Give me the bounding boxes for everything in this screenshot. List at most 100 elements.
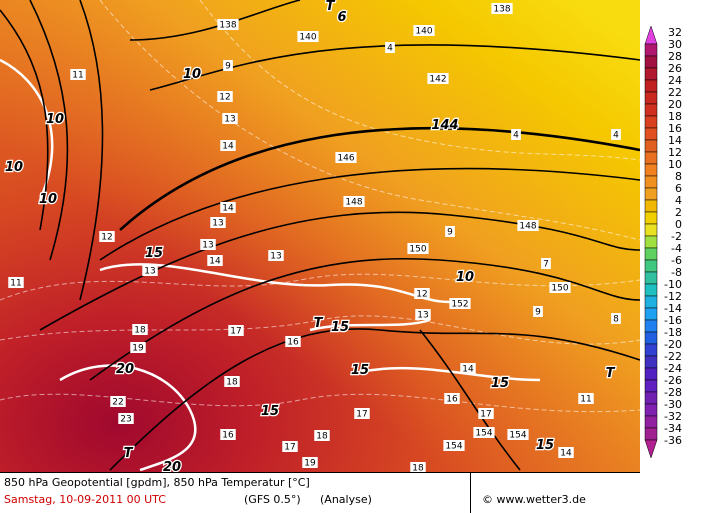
colorbar-swatch <box>644 235 658 249</box>
contour-label-bold: T <box>326 0 336 14</box>
contour-label: 16 <box>222 431 234 441</box>
contour-label: 13 <box>270 252 281 262</box>
contour-label: 140 <box>415 27 432 37</box>
label-box <box>533 306 543 317</box>
contour-label: 12 <box>219 93 230 103</box>
contour-label-bold: 144 <box>431 118 458 133</box>
colorbar-label: 16 <box>668 122 682 135</box>
contour-label-bold: 10 <box>39 192 57 207</box>
contour-label: 150 <box>409 245 426 255</box>
label-box <box>517 220 539 231</box>
contour-label-bold: 10 <box>5 160 23 175</box>
colorbar-label: -22 <box>664 350 682 363</box>
contour-label: 14 <box>560 449 572 459</box>
colorbar-swatch <box>644 127 658 141</box>
contour-label-bold: 20 <box>163 460 181 475</box>
label-box <box>228 325 244 336</box>
label-box <box>460 363 476 374</box>
label-box <box>220 140 236 151</box>
colorbar-label: -2 <box>671 230 682 243</box>
contour-label-bold: 15 <box>261 404 279 419</box>
colorbar-swatch <box>644 355 658 369</box>
label-box <box>70 69 86 80</box>
label-box <box>507 429 529 440</box>
colorbar-label: 2 <box>675 206 682 219</box>
colorbar-swatch <box>644 79 658 93</box>
colorbar-swatch <box>644 43 658 57</box>
contour-label: 154 <box>445 442 462 452</box>
label-box <box>407 243 429 254</box>
colorbar-label: -24 <box>664 362 682 375</box>
label-box <box>511 129 521 140</box>
label-box <box>491 3 513 14</box>
colorbar-label: -14 <box>664 302 682 315</box>
contour-label: 9 <box>447 228 453 238</box>
label-box <box>220 429 236 440</box>
label-box <box>427 73 449 84</box>
colorbar-swatch <box>644 187 658 201</box>
label-box <box>99 231 115 242</box>
contour-label-bold: 15 <box>491 376 509 391</box>
colorbar-label: 18 <box>668 110 682 123</box>
contour-label: 17 <box>356 410 367 420</box>
colorbar-label: -26 <box>664 374 682 387</box>
contour-label: 17 <box>284 443 295 453</box>
label-box <box>385 42 395 53</box>
contour-label: 12 <box>101 233 112 243</box>
isotherms <box>0 0 640 412</box>
contour-label: 13 <box>417 311 428 321</box>
label-box <box>578 393 594 404</box>
contour-label: 148 <box>345 198 362 208</box>
contour-label: 13 <box>224 115 235 125</box>
contour-label: 148 <box>519 222 536 232</box>
colorbar-swatch <box>644 151 658 165</box>
footer-date: Samstag, 10-09-2011 00 UTC <box>4 493 166 506</box>
colorbar-swatch <box>644 91 658 105</box>
colorbar-label: 26 <box>668 62 682 75</box>
contour-label: 9 <box>535 308 541 318</box>
label-box <box>220 202 236 213</box>
contour-label: 8 <box>613 315 619 325</box>
contour-label: 12 <box>416 290 427 300</box>
label-box <box>110 396 126 407</box>
contour-label: 142 <box>429 75 446 85</box>
contour-label: 13 <box>144 267 155 277</box>
contour-label: 13 <box>212 219 223 229</box>
label-box <box>130 342 146 353</box>
colorbar-label: 4 <box>675 194 682 207</box>
contour-label-bold: 10 <box>183 67 201 82</box>
label-box <box>132 324 148 335</box>
contour-label-bold: 15 <box>351 363 369 378</box>
label-box <box>302 457 318 468</box>
label-box <box>224 376 240 387</box>
label-box <box>541 258 551 269</box>
contour-label: 14 <box>222 142 234 152</box>
footer-title: 850 hPa Geopotential [gpdm], 850 hPa Tem… <box>4 476 310 489</box>
colorbar-swatch <box>644 223 658 237</box>
label-box <box>200 239 216 250</box>
contour-label: 11 <box>72 71 83 81</box>
colorbar-label: 6 <box>675 182 682 195</box>
colorbar-swatch <box>644 271 658 285</box>
label-box <box>217 91 233 102</box>
colorbar-label: -28 <box>664 386 682 399</box>
colorbar-swatch <box>644 199 658 213</box>
colorbar-label: -32 <box>664 410 682 423</box>
colorbar-label: 28 <box>668 50 682 63</box>
contour-label: 22 <box>112 398 123 408</box>
colorbar-swatch <box>644 103 658 117</box>
colorbar-swatch <box>644 367 658 381</box>
contour-label: 11 <box>580 395 591 405</box>
label-box <box>449 298 471 309</box>
contour-label: 23 <box>120 415 131 425</box>
colorbar-swatch <box>644 403 658 417</box>
label-box <box>343 196 365 207</box>
map <box>0 0 641 472</box>
contour-label-bold: T <box>314 316 324 331</box>
label-box <box>473 427 495 438</box>
colorbar-label: -6 <box>671 254 682 267</box>
contour-label: 18 <box>316 432 328 442</box>
contour-label: 13 <box>202 241 213 251</box>
contour-label: 138 <box>219 21 236 31</box>
colorbar-swatch <box>644 331 658 345</box>
